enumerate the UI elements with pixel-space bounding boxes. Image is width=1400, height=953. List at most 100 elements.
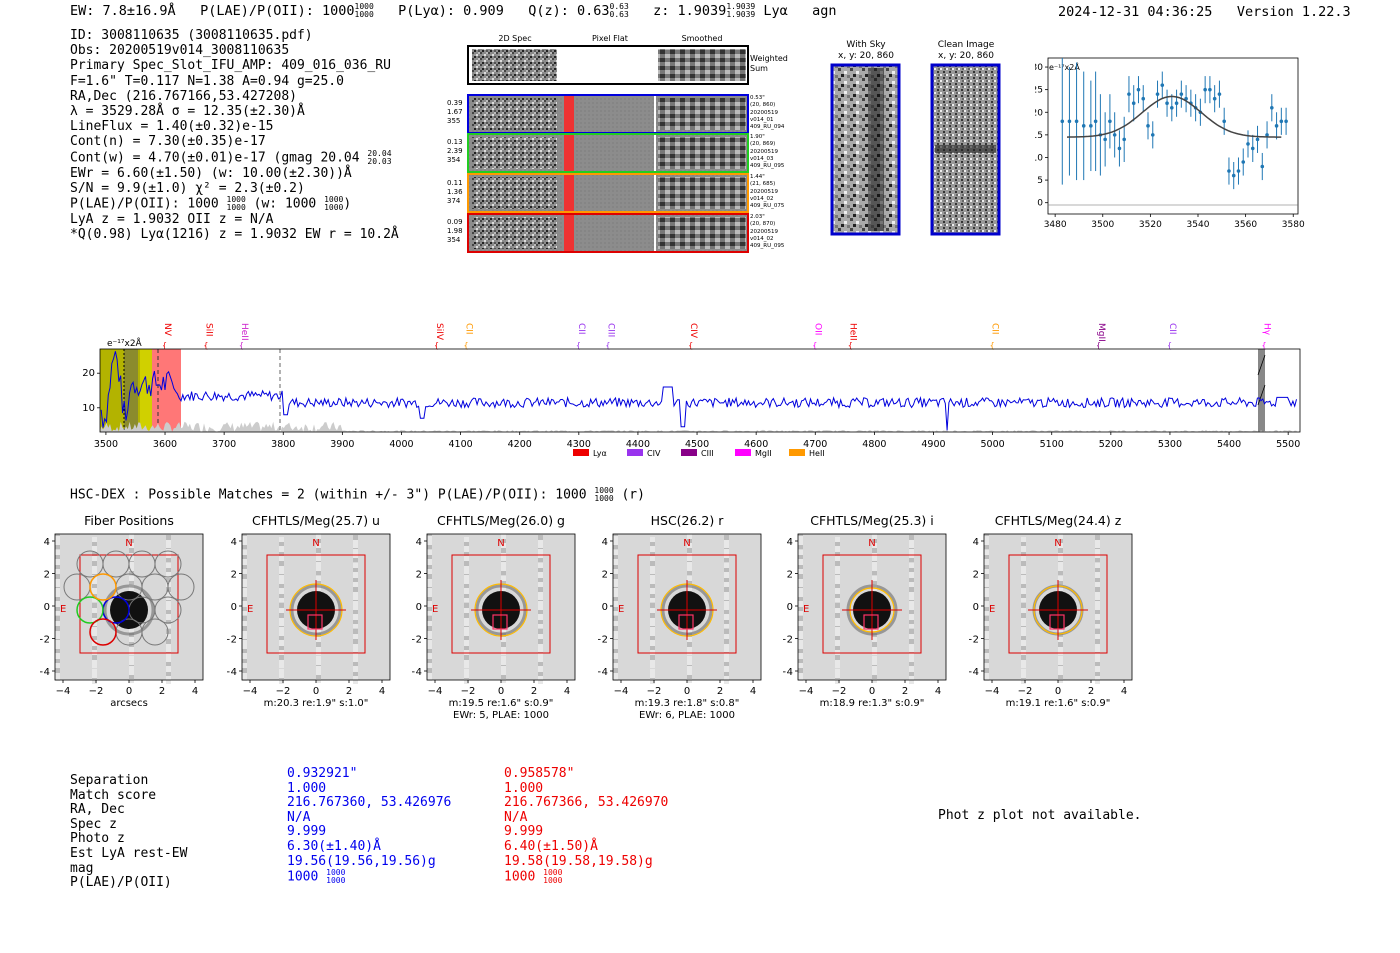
fit-point bbox=[1284, 119, 1288, 124]
weighted-label: Weighted bbox=[750, 54, 788, 63]
fit-point bbox=[1112, 133, 1117, 137]
fit-xtick-label: 3540 bbox=[1187, 220, 1210, 230]
stamp-ytick-label: 4 bbox=[787, 537, 793, 548]
info-sn: S/N = 9.9(±1.0) χ² = 2.3(±0.2) bbox=[70, 180, 305, 196]
spec-legend-swatch bbox=[627, 449, 643, 456]
with-sky-image bbox=[830, 63, 901, 236]
m1-plae: 1000 1000 1000 bbox=[287, 868, 346, 886]
svg-text:(20, 870): (20, 870) bbox=[750, 221, 775, 227]
m2-ew: 6.40(±1.50)Å bbox=[504, 838, 598, 854]
fit-plot-points bbox=[1060, 58, 1288, 190]
with-sky-title: With Sky bbox=[846, 40, 886, 50]
fit-point bbox=[1274, 124, 1279, 128]
stamp-caption-1: m:18.9 re:1.3" s:0.9" bbox=[820, 698, 925, 709]
stamp-title: CFHTLS/Meg(25.7) u bbox=[252, 513, 380, 528]
spec-line-label: CIII bbox=[605, 323, 615, 337]
sky-panel: With Sky x, y: 20, 860 Clean Image x, y:… bbox=[826, 38, 1011, 238]
m1-spec-z: N/A bbox=[287, 809, 311, 825]
stamp-north: N bbox=[1054, 538, 1061, 549]
spec-line-label: MgII bbox=[1096, 323, 1106, 342]
fit-point bbox=[1081, 124, 1086, 128]
spec-xtick-label: 4400 bbox=[626, 439, 650, 450]
stamps-row: Fiber Positions N E 4 2 0 −2 −4 −4 −2 0 2 4 arcsecs CF… bbox=[40, 510, 1170, 725]
with-sky-xy: x, y: 20, 860 bbox=[838, 51, 894, 61]
spec-line-brace: { bbox=[434, 341, 439, 350]
spec-legend-swatch bbox=[789, 449, 805, 456]
weighted-smooth bbox=[658, 49, 746, 81]
fiber-orange bbox=[89, 573, 117, 601]
m1-score: 1.000 bbox=[287, 780, 327, 796]
stamp-ytick-label: 0 bbox=[416, 602, 422, 613]
fit-point bbox=[1227, 169, 1231, 173]
stamp-ytick-label: 2 bbox=[44, 570, 50, 581]
svg-text:2.39: 2.39 bbox=[447, 147, 463, 155]
fit-plot-model-curve bbox=[1066, 95, 1282, 138]
fit-ytick-label: 5 bbox=[1037, 176, 1043, 186]
svg-text:v014_03: v014_03 bbox=[750, 156, 774, 162]
svg-text:2.03": 2.03" bbox=[750, 214, 765, 220]
spec-line-brace: { bbox=[1262, 341, 1267, 350]
info-fparams: F=1.6" T=0.117 N=1.38 A=0.94 g=25.0 bbox=[70, 73, 344, 89]
stamp-caption-1: m:19.5 re:1.6" s:0.9" bbox=[449, 698, 554, 709]
fit-plot-xticks: 3480 3500 3520 3540 3560 3580 bbox=[1044, 214, 1305, 230]
spec-xtick-label: 4000 bbox=[389, 439, 413, 450]
stamp-xtick-label: 4 bbox=[192, 686, 198, 697]
col-smooth-label: Smoothed bbox=[682, 34, 723, 43]
stamp-ytick-label: −4 bbox=[783, 667, 793, 678]
stamp-box bbox=[637, 554, 737, 654]
spec-ytick-label: 20 bbox=[82, 368, 95, 379]
match-labels: Separation Match score RA, Dec Spec z Ph… bbox=[70, 773, 187, 891]
svg-text:354: 354 bbox=[447, 156, 461, 164]
svg-text:0.09: 0.09 bbox=[447, 218, 463, 226]
hsc-title: HSC-DEX : Possible Matches = 2 (within +… bbox=[70, 487, 645, 503]
fiber-red bbox=[89, 618, 117, 646]
info-lya-z: LyA z = 1.9032 OII z = N/A bbox=[70, 212, 274, 228]
fit-plot: e⁻¹⁷x2Å 0 5 10 15 20 25 30 3480 3500 3520 3540 356… bbox=[1032, 55, 1305, 233]
fit-point bbox=[1141, 96, 1146, 101]
stamp-xtick-label: −4 bbox=[985, 686, 1000, 697]
timestamp: 2024-12-31 04:36:25 bbox=[1058, 4, 1213, 20]
stamp-box bbox=[79, 554, 179, 654]
stamp-xtick-label: 2 bbox=[159, 686, 165, 697]
svg-text:20200519: 20200519 bbox=[750, 189, 778, 195]
stamp-xtick-label: 4 bbox=[750, 686, 756, 697]
m2-separation: 0.958578" bbox=[504, 766, 575, 781]
stamp-title: CFHTLS/Meg(24.4) z bbox=[995, 513, 1122, 528]
stamp-xtick-label: −4 bbox=[243, 686, 258, 697]
spec-legend-label: CIII bbox=[701, 449, 714, 458]
stamp-xtick-label: −4 bbox=[799, 686, 814, 697]
fit-point bbox=[1093, 119, 1098, 124]
hsc-plae-frac: 1000 1000 bbox=[594, 486, 614, 503]
header-class: agn bbox=[812, 3, 837, 19]
stamp-caption-2: EWr: 5, PLAE: 1000 bbox=[453, 710, 549, 721]
svg-text:409_RU_095: 409_RU_095 bbox=[750, 243, 785, 249]
label-mag: mag bbox=[70, 860, 94, 876]
fit-point bbox=[1279, 119, 1284, 124]
stamp-ytick-label: 4 bbox=[231, 537, 237, 548]
spec-line-label: HeII bbox=[239, 323, 249, 341]
info-plae: P(LAE)/P(OII): 1000 1000 1000 (w: 1000 10… bbox=[70, 195, 352, 213]
stamp-ytick-label: 0 bbox=[231, 602, 237, 613]
fit-point bbox=[1170, 105, 1174, 110]
fit-xtick-label: 3520 bbox=[1139, 220, 1162, 230]
stamp-xtick-label: 2 bbox=[902, 686, 908, 697]
svg-text:v014_02: v014_02 bbox=[750, 196, 774, 202]
spec-line-label: CII bbox=[990, 323, 1000, 335]
spec-xtick-label: 4500 bbox=[685, 439, 709, 450]
stamp-ytick-label: −4 bbox=[598, 667, 608, 678]
fit-point bbox=[1222, 119, 1226, 124]
info-radec: RA,Dec (216.767166,53.427208) bbox=[70, 88, 297, 104]
stamp-5: CFHTLS/Meg(24.4) z N E 4 2 0 −2 −4 −4 −2 0 2 4 m:19.1… bbox=[969, 513, 1133, 709]
fit-plot-unit: e⁻¹⁷x2Å bbox=[1049, 61, 1080, 72]
spectrum-unit: e⁻¹⁷x2Å bbox=[107, 337, 143, 349]
stamp-ytick-label: −2 bbox=[969, 635, 979, 646]
stamp-caption-1: m:19.3 re:1.8" s:0.8" bbox=[635, 698, 740, 709]
fit-point bbox=[1108, 119, 1112, 124]
stamp-ytick-label: −2 bbox=[598, 635, 608, 646]
fiber-green bbox=[76, 596, 104, 624]
stamp-east: E bbox=[432, 604, 438, 615]
stamp-ytick-label: 4 bbox=[44, 537, 50, 548]
fit-point bbox=[1089, 124, 1093, 128]
fit-ytick-label: 15 bbox=[1035, 131, 1043, 141]
stamp-ytick-label: −4 bbox=[412, 667, 422, 678]
